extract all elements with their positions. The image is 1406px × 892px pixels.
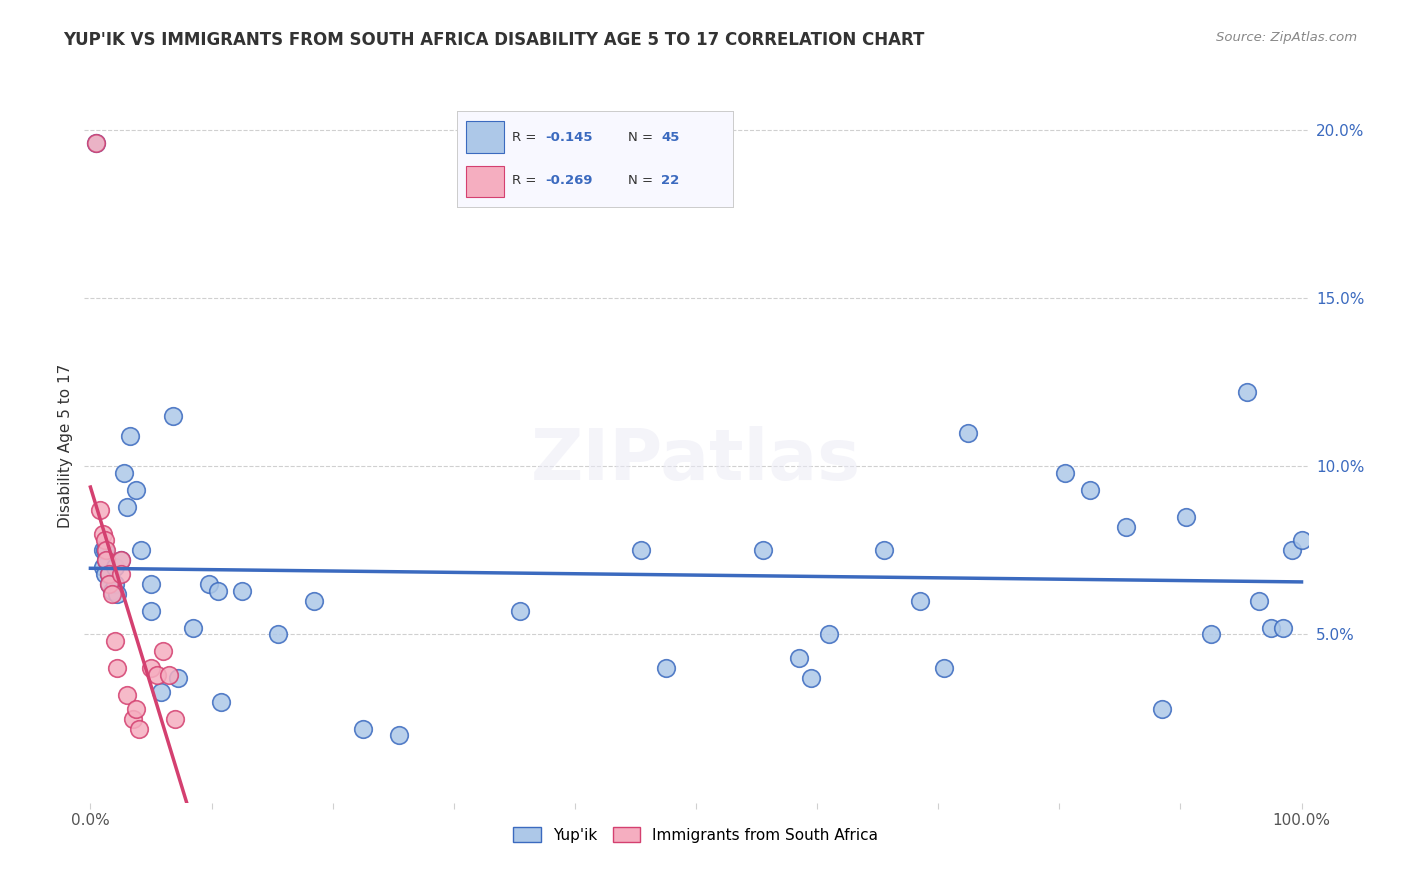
- Point: [96, 543, 118, 558]
- Point: [166, 671, 188, 685]
- Point: [96, 553, 118, 567]
- Point: [165, 712, 187, 726]
- Point: [198, 577, 221, 591]
- Point: [818, 627, 841, 641]
- Point: [1078, 483, 1101, 497]
- Point: [1115, 520, 1137, 534]
- Point: [654, 661, 676, 675]
- Point: [630, 543, 652, 558]
- Text: ZIPatlas: ZIPatlas: [531, 425, 860, 495]
- Point: [125, 483, 148, 497]
- Point: [1249, 594, 1271, 608]
- Point: [89, 503, 111, 517]
- Point: [101, 587, 124, 601]
- Point: [94, 566, 117, 581]
- Point: [120, 429, 142, 443]
- Point: [139, 604, 162, 618]
- Point: [115, 500, 138, 514]
- Point: [125, 701, 148, 715]
- Point: [86, 136, 108, 150]
- Point: [128, 722, 150, 736]
- Point: [1260, 621, 1282, 635]
- Point: [139, 577, 162, 591]
- Point: [304, 594, 326, 608]
- Point: [873, 543, 896, 558]
- Point: [751, 543, 773, 558]
- Point: [1199, 627, 1222, 641]
- Point: [388, 729, 411, 743]
- Point: [97, 566, 120, 581]
- Point: [110, 553, 132, 567]
- Point: [1054, 466, 1077, 480]
- Point: [1281, 543, 1303, 558]
- Point: [157, 668, 180, 682]
- Legend: Yup'ik, Immigrants from South Africa: Yup'ik, Immigrants from South Africa: [508, 821, 884, 848]
- Point: [183, 621, 205, 635]
- Point: [91, 543, 114, 558]
- Point: [149, 684, 172, 698]
- Point: [105, 587, 128, 601]
- Point: [162, 409, 184, 423]
- Point: [91, 560, 114, 574]
- Point: [91, 526, 114, 541]
- Point: [101, 583, 124, 598]
- Point: [104, 634, 127, 648]
- Y-axis label: Disability Age 5 to 17: Disability Age 5 to 17: [58, 364, 73, 528]
- Point: [129, 543, 152, 558]
- Point: [267, 627, 290, 641]
- Point: [1152, 701, 1174, 715]
- Point: [94, 543, 117, 558]
- Point: [509, 604, 531, 618]
- Text: Source: ZipAtlas.com: Source: ZipAtlas.com: [1216, 31, 1357, 45]
- Point: [1236, 385, 1258, 400]
- Point: [207, 583, 229, 598]
- Point: [787, 651, 810, 665]
- Point: [104, 577, 127, 591]
- Point: [104, 560, 127, 574]
- Point: [957, 425, 980, 440]
- Point: [96, 553, 118, 567]
- Point: [105, 661, 128, 675]
- Point: [152, 644, 174, 658]
- Point: [1272, 621, 1295, 635]
- Point: [1291, 533, 1313, 548]
- Point: [146, 668, 169, 682]
- Point: [1175, 509, 1198, 524]
- Point: [97, 577, 120, 591]
- Point: [209, 695, 232, 709]
- Point: [121, 712, 143, 726]
- Point: [97, 577, 120, 591]
- Point: [934, 661, 956, 675]
- Point: [86, 136, 108, 150]
- Point: [115, 688, 138, 702]
- Point: [110, 566, 132, 581]
- Point: [139, 661, 162, 675]
- Point: [97, 566, 120, 581]
- Point: [800, 671, 823, 685]
- Point: [352, 722, 374, 736]
- Point: [110, 553, 132, 567]
- Point: [231, 583, 253, 598]
- Point: [112, 466, 135, 480]
- Point: [94, 533, 117, 548]
- Point: [908, 594, 931, 608]
- Text: YUP'IK VS IMMIGRANTS FROM SOUTH AFRICA DISABILITY AGE 5 TO 17 CORRELATION CHART: YUP'IK VS IMMIGRANTS FROM SOUTH AFRICA D…: [63, 31, 925, 49]
